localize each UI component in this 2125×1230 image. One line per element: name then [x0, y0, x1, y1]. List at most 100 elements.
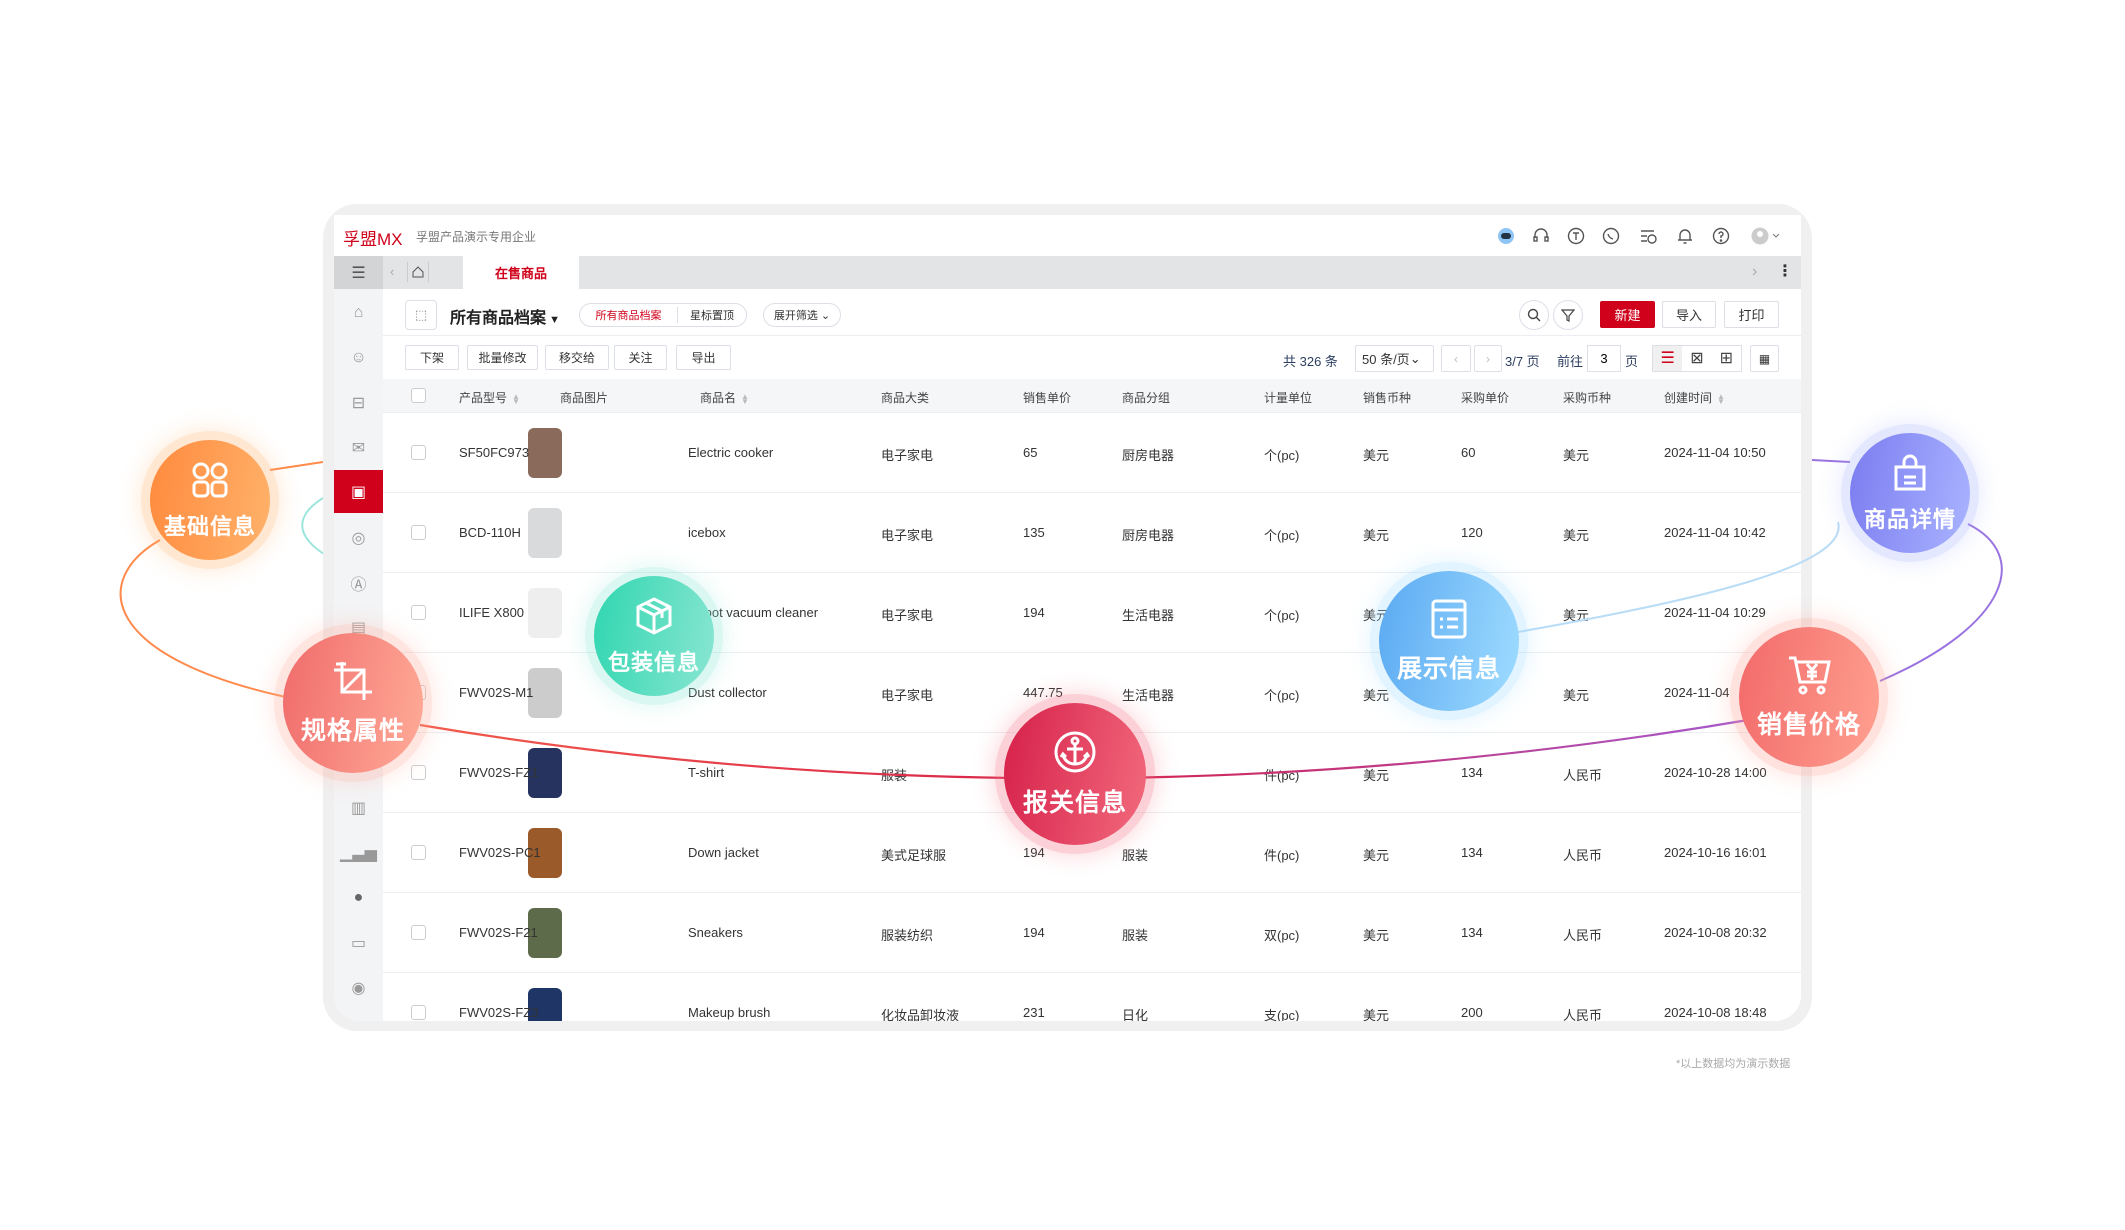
cell-name[interactable]: Dust collector	[688, 685, 767, 700]
table-row[interactable]: FWV02S-F21 Sneakers 服装纺织 194 服装 双(pc) 美元 134 人民币…	[383, 893, 1801, 973]
feature-bubble-cart-yen[interactable]: 销售价格	[1739, 627, 1879, 767]
print-button[interactable]: 打印	[1724, 301, 1779, 328]
t-circle-icon[interactable]	[1567, 227, 1585, 245]
org-tree-icon[interactable]: ⊟	[351, 395, 366, 412]
export-button[interactable]: 导出	[676, 345, 731, 370]
view-all-products[interactable]: 所有商品档案	[580, 307, 678, 323]
product-image[interactable]	[513, 901, 577, 965]
eye-icon[interactable]: ◉	[351, 980, 366, 997]
cell-group: 服装	[1122, 848, 1149, 863]
column-settings-icon[interactable]: ▦	[1750, 345, 1779, 372]
row-checkbox[interactable]	[411, 525, 426, 540]
cell-price: 194	[1023, 845, 1045, 860]
page-title[interactable]: 所有商品档案 ▼	[450, 304, 560, 328]
grid-view-icon[interactable]: ⊞	[1719, 350, 1734, 367]
cell-name[interactable]: Electric cooker	[688, 445, 774, 460]
next-page-button[interactable]: ›	[1474, 345, 1502, 372]
product-image[interactable]	[513, 661, 577, 725]
search-icon	[1527, 308, 1541, 322]
col-model[interactable]: 产品型号 ▲ ▼	[459, 389, 520, 406]
caret-down-icon: ▼	[546, 314, 560, 326]
row-checkbox[interactable]	[411, 1005, 426, 1020]
more-vertical-icon[interactable]: ⋮	[1777, 263, 1793, 280]
monitor-icon[interactable]: ▭	[350, 935, 367, 952]
image-view-icon[interactable]: ⊠	[1690, 350, 1704, 367]
filter-button[interactable]	[1553, 300, 1583, 330]
home-tab-icon[interactable]	[407, 262, 429, 282]
view-starred[interactable]: 星标置顶	[690, 310, 734, 322]
batch-edit-button[interactable]: 批量修改	[467, 345, 538, 370]
compass-icon[interactable]: ◎	[351, 530, 366, 547]
schedule-list-icon[interactable]	[1639, 227, 1657, 245]
book-icon[interactable]: ▥	[350, 800, 367, 817]
product-image[interactable]	[513, 981, 577, 1021]
row-checkbox[interactable]	[411, 765, 426, 780]
cell-name[interactable]: Robot vacuum cleaner	[688, 605, 819, 620]
import-button[interactable]: 导入	[1662, 301, 1716, 328]
cell-name[interactable]: Down jacket	[688, 845, 759, 860]
a-circle-icon[interactable]: Ⓐ	[350, 577, 367, 594]
search-button[interactable]	[1519, 300, 1549, 330]
product-image[interactable]	[513, 421, 577, 485]
contact-icon[interactable]: ☺	[350, 349, 367, 366]
goto-page-input[interactable]	[1587, 345, 1621, 372]
feature-bubble-package[interactable]: 包装信息	[594, 576, 714, 696]
row-checkbox[interactable]	[411, 445, 426, 460]
cell-name[interactable]: Sneakers	[688, 925, 743, 940]
select-all-checkbox[interactable]	[411, 388, 426, 403]
help-icon[interactable]	[1712, 227, 1730, 245]
cell-created: 2024-11-04 10:42	[1664, 525, 1766, 540]
col-name[interactable]: 商品名 ▲ ▼	[700, 389, 749, 406]
table-row[interactable]: SF50FC973 Electric cooker 电子家电 65 厨房电器 个(pc) 美…	[383, 413, 1801, 493]
feature-bubble-display-list[interactable]: 展示信息	[1379, 571, 1519, 711]
tab-on-sale-products[interactable]: 在售商品	[463, 256, 579, 289]
chevron-right-icon[interactable]: ›	[1752, 263, 1758, 280]
expand-filter-button[interactable]: 展开筛选 ⌄	[763, 303, 841, 327]
menu-toggle-icon[interactable]: ☰	[334, 256, 383, 289]
table-row[interactable]: FWV02S-FZ3 Makeup brush 化妆品卸妆液 231 日化 支(pc) 美元…	[383, 973, 1801, 1021]
bell-icon[interactable]	[1676, 227, 1694, 245]
product-archive-icon[interactable]: ⬚	[405, 300, 437, 330]
cell-name[interactable]: T-shirt	[688, 765, 725, 780]
transfer-button[interactable]: 移交给	[545, 345, 609, 370]
row-checkbox[interactable]	[411, 845, 426, 860]
cell-name[interactable]: Makeup brush	[688, 1005, 771, 1020]
bar-chart-icon[interactable]: ▁▃▅	[340, 845, 377, 862]
product-image[interactable]	[513, 581, 577, 645]
row-checkbox[interactable]	[411, 605, 426, 620]
phone-chat-icon[interactable]: ●	[353, 889, 364, 906]
cell-name[interactable]: icebox	[688, 525, 726, 540]
row-checkbox[interactable]	[411, 925, 426, 940]
follow-button[interactable]: 关注	[614, 345, 667, 370]
feature-bubble-anchor[interactable]: 报关信息	[1004, 703, 1146, 845]
sidebar-item-products-active[interactable]	[334, 470, 383, 513]
list-view-icon[interactable]: ☰	[1653, 346, 1683, 371]
col-model-label: 产品型号	[459, 391, 508, 405]
chevron-left-icon[interactable]: ‹	[390, 264, 395, 279]
page-size-select[interactable]: 50 条/页 ⌄	[1355, 345, 1434, 372]
ai-assistant-icon[interactable]	[1497, 227, 1515, 245]
sort-icon[interactable]: ▲ ▼	[512, 391, 520, 406]
feature-bubble-grid[interactable]: 基础信息	[150, 440, 270, 560]
product-bag-icon[interactable]: ▣	[350, 484, 367, 501]
new-button[interactable]: 新建	[1600, 301, 1655, 328]
product-image[interactable]	[513, 501, 577, 565]
feature-bubble-crop[interactable]: 规格属性	[283, 633, 423, 773]
feature-bubble-shopping-bag[interactable]: 商品详情	[1850, 433, 1970, 553]
sort-icon[interactable]: ▲ ▼	[1717, 391, 1725, 406]
prev-page-button[interactable]: ‹	[1441, 345, 1471, 372]
sort-icon[interactable]: ▲ ▼	[741, 391, 749, 406]
product-image[interactable]	[513, 821, 577, 885]
delist-button[interactable]: 下架	[405, 345, 459, 370]
table-row[interactable]: BCD-110H icebox 电子家电 135 厨房电器 个(pc) 美元 120 美元 202…	[383, 493, 1801, 573]
avatar-icon[interactable]	[1751, 227, 1781, 245]
whatsapp-icon[interactable]	[1602, 227, 1620, 245]
cell-unit: 件(pc)	[1264, 768, 1300, 783]
col-created[interactable]: 创建时间 ▲ ▼	[1664, 389, 1725, 406]
clipboard-icon[interactable]: ▤	[350, 620, 367, 637]
mail-icon[interactable]: ✉	[351, 440, 366, 457]
headset-icon[interactable]	[1532, 227, 1550, 245]
home-icon[interactable]: ⌂	[353, 304, 364, 321]
cell-created: 2024-11-04 10:50	[1664, 445, 1766, 460]
chevron-down-icon: ⌄	[1409, 350, 1421, 366]
